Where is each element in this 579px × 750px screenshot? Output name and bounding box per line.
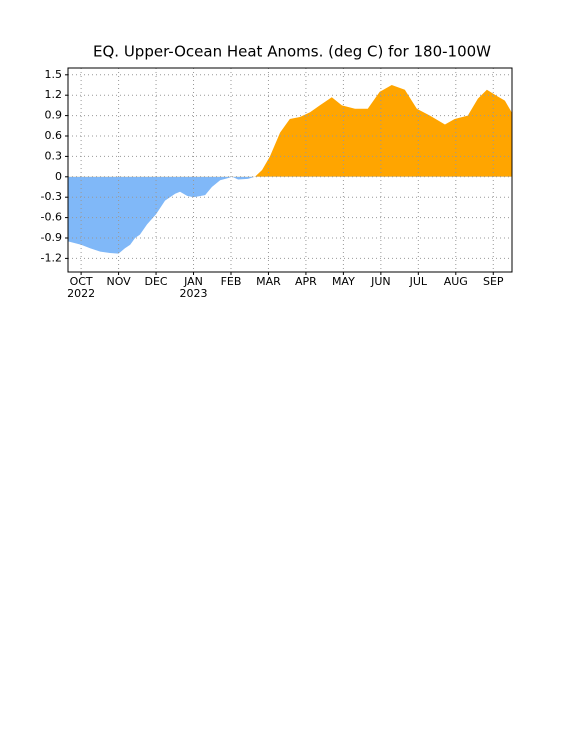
y-tick-label: 0.6 (45, 129, 63, 142)
x-tick-label: MAR (256, 275, 281, 288)
x-tick-label: NOV (106, 275, 131, 288)
x-tick-label: SEP (483, 275, 504, 288)
x-tick-label: MAY (332, 275, 355, 288)
x-tick-label: JUL (409, 275, 428, 288)
y-tick-label: -1.2 (41, 251, 62, 264)
x-tick-label: FEB (221, 275, 242, 288)
plot-frame (67, 67, 513, 273)
x-tick-label: DEC (144, 275, 167, 288)
y-tick-label: 0.9 (45, 109, 63, 122)
chart-title: EQ. Upper-Ocean Heat Anoms. (deg C) for … (93, 43, 491, 61)
x-tick-label: JAN (183, 275, 203, 288)
y-tick-label: 0.3 (45, 149, 63, 162)
x-tick-label: APR (295, 275, 317, 288)
x-tick-label: JUN (370, 275, 391, 288)
x-tick-label: AUG (444, 275, 468, 288)
x-year-label: 2022 (67, 287, 95, 300)
y-tick-label: -0.6 (41, 211, 62, 224)
negative-area (68, 176, 255, 254)
y-tick-label: -0.3 (41, 190, 62, 203)
y-tick-label: 1.2 (45, 88, 63, 101)
positive-area (68, 85, 512, 177)
y-tick-label: -0.9 (41, 231, 62, 244)
y-tick-label: 1.5 (45, 68, 63, 81)
x-year-label: 2023 (180, 287, 208, 300)
y-tick-label: 0 (55, 170, 62, 183)
x-tick-label: OCT (70, 275, 93, 288)
